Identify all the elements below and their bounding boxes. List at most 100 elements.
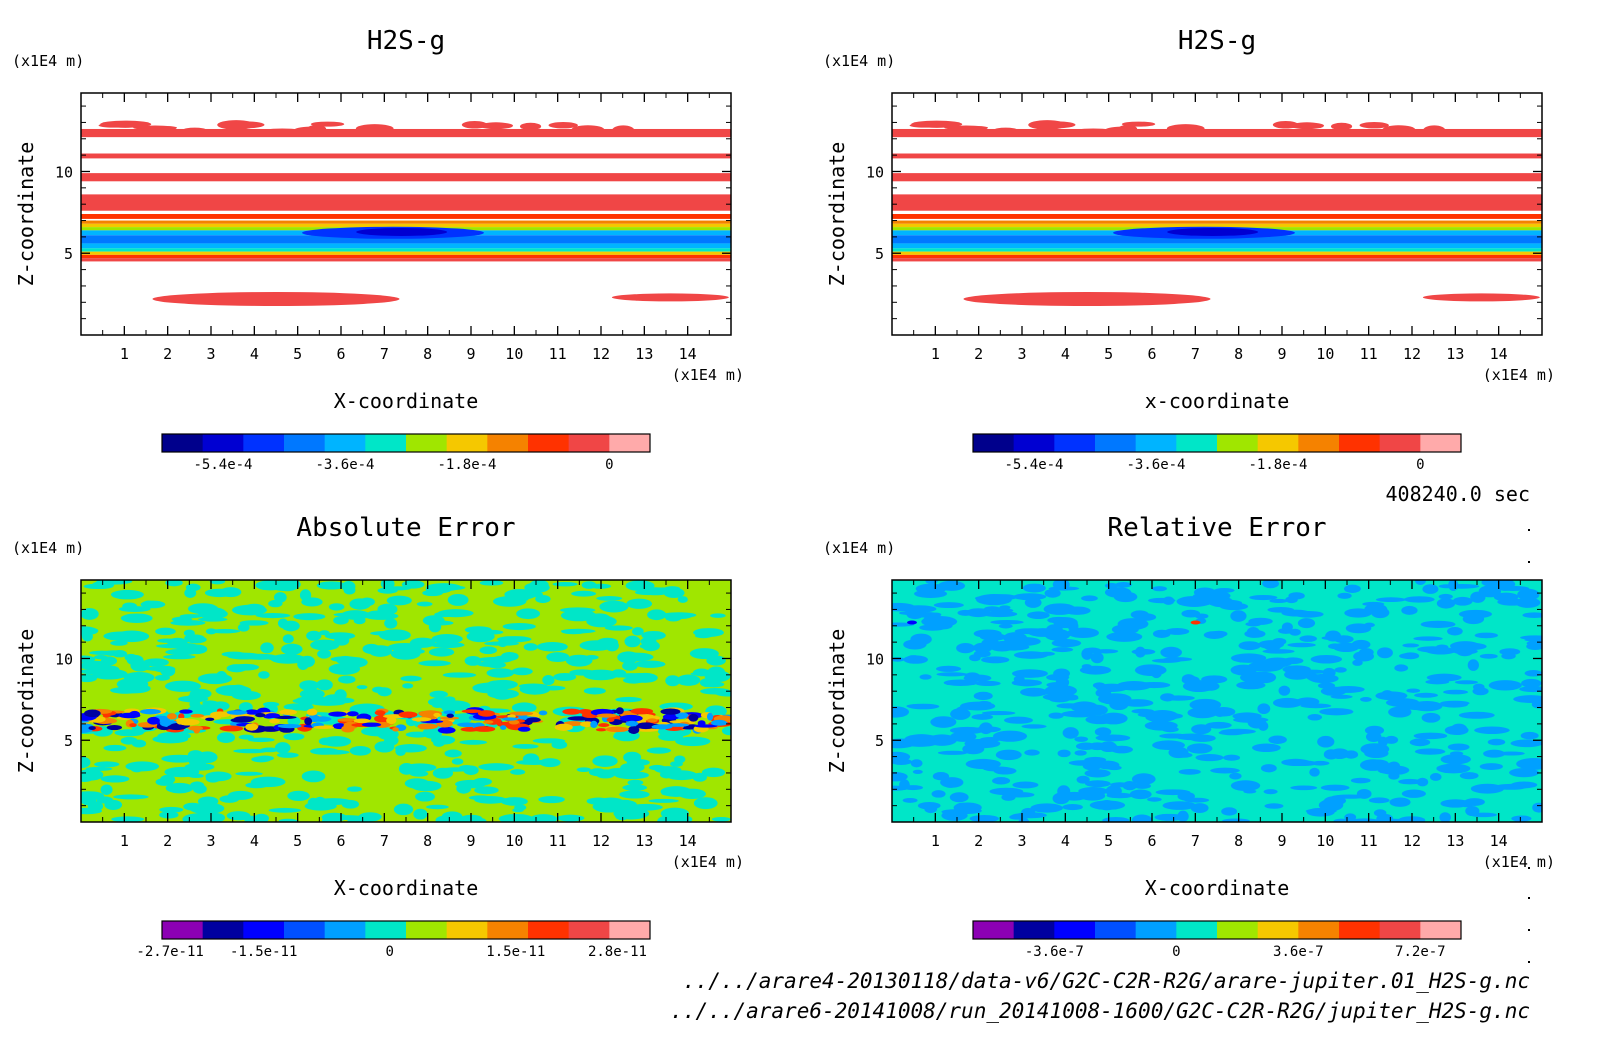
x-tick-label: 2 — [974, 832, 983, 850]
colorbar-tick-label: -1.8e-4 — [1248, 457, 1307, 473]
x-tick-label: 13 — [635, 345, 653, 363]
colorbar-swatch — [1013, 921, 1055, 939]
y-unit-label: (x1E4 m) — [823, 52, 895, 70]
x-tick-label: 3 — [1017, 832, 1026, 850]
colorbar-tick-label: 0 — [605, 457, 613, 473]
colorbar-tick-label: 7.2e-7 — [1395, 944, 1446, 960]
x-tick-label: 14 — [1490, 345, 1508, 363]
colorbar-tick-label: -5.4e-4 — [1004, 457, 1063, 473]
colorbar: -5.4e-4 -3.6e-4 -1.8e-4 0 — [161, 433, 651, 473]
x-tick-label: 4 — [250, 832, 259, 850]
x-tick-label: 2 — [163, 345, 172, 363]
plot-area — [892, 120, 1542, 307]
x-tick-label: 2 — [163, 832, 172, 850]
colorbar-swatch — [324, 921, 366, 939]
x-tick-label: 5 — [1104, 345, 1113, 363]
x-tick-label: 7 — [380, 832, 389, 850]
y-tick-label: 5 — [875, 732, 884, 750]
colorbar-swatch — [609, 434, 651, 452]
colorbar-swatch — [1298, 921, 1340, 939]
x-tick-label: 9 — [1277, 832, 1286, 850]
chart-title: Relative Error — [1107, 513, 1326, 543]
colorbar-swatch — [1135, 434, 1177, 452]
colorbar-swatch — [487, 921, 529, 939]
colorbar-tick-label: -2.7e-11 — [136, 944, 203, 960]
y-tick-label: 10 — [866, 163, 884, 181]
x-tick-label: 6 — [1147, 345, 1156, 363]
colorbar-swatch — [1420, 434, 1462, 452]
colorbar-tick-label: -3.6e-7 — [1025, 944, 1084, 960]
x-tick-label: 1 — [120, 832, 129, 850]
colorbar: -2.7e-11 -1.5e-11 0 1.5e-11 2.8e-11 — [136, 920, 651, 960]
colorbar-swatch — [446, 434, 488, 452]
colorbar-swatch — [406, 921, 448, 939]
colorbar-tick-label: -1.8e-4 — [437, 457, 496, 473]
x-axis-label: X-coordinate — [334, 389, 479, 413]
colorbar-swatch — [1339, 921, 1381, 939]
colorbar-swatch — [1217, 921, 1259, 939]
colorbar-swatch — [1135, 921, 1177, 939]
colorbar-swatch — [162, 434, 204, 452]
colorbar-tick-label: 2.8e-11 — [588, 944, 647, 960]
x-tick-label: 6 — [336, 345, 345, 363]
x-tick-label: 3 — [206, 345, 215, 363]
x-tick-label: 10 — [1316, 832, 1334, 850]
y-tick-label: 5 — [875, 245, 884, 263]
x-tick-label: 8 — [1234, 832, 1243, 850]
x-tick-label: 8 — [423, 832, 432, 850]
x-tick-label: 1 — [931, 832, 940, 850]
x-tick-label: 10 — [1316, 345, 1334, 363]
colorbar: -3.6e-7 0 3.6e-7 7.2e-7 — [972, 920, 1462, 960]
colorbar-swatch — [1379, 434, 1421, 452]
x-tick-label: 8 — [423, 345, 432, 363]
colorbar-swatch — [973, 434, 1015, 452]
colorbar-swatch — [202, 434, 244, 452]
x-tick-label: 12 — [592, 345, 610, 363]
x-unit-label: (x1E4 m) — [672, 853, 744, 871]
y-axis-label: Z-coordinate — [825, 142, 849, 287]
chart-title: H2S-g — [1178, 26, 1256, 56]
x-tick-label: 11 — [1360, 832, 1378, 850]
y-tick-label: 10 — [55, 163, 73, 181]
file-path-1: ../../arare4-20130118/data-v6/G2C-C2R-R2… — [683, 969, 1530, 993]
x-tick-label: 1 — [931, 345, 940, 363]
file-path-2: ../../arare6-20141008/run_20141008-1600/… — [670, 999, 1530, 1023]
colorbar-swatch — [1298, 434, 1340, 452]
x-tick-label: 11 — [549, 832, 567, 850]
y-tick-label: 10 — [55, 650, 73, 668]
y-unit-label: (x1E4 m) — [12, 539, 84, 557]
x-tick-label: 2 — [974, 345, 983, 363]
x-tick-label: 11 — [1360, 345, 1378, 363]
y-tick-label: 10 — [866, 650, 884, 668]
x-tick-label: 4 — [1061, 832, 1070, 850]
colorbar-swatch — [365, 434, 407, 452]
colorbar-tick-label: -5.4e-4 — [193, 457, 252, 473]
y-unit-label: (x1E4 m) — [823, 539, 895, 557]
colorbar-swatch — [609, 921, 651, 939]
x-tick-label: 6 — [336, 832, 345, 850]
x-unit-label: (x1E4 m) — [1483, 366, 1555, 384]
x-axis-label: X-coordinate — [334, 876, 479, 900]
colorbar-swatch — [1217, 434, 1259, 452]
x-tick-label: 3 — [206, 832, 215, 850]
colorbar-tick-label: -3.6e-4 — [315, 457, 374, 473]
x-tick-label: 10 — [505, 345, 523, 363]
colorbar-swatch — [324, 434, 366, 452]
colorbar: -5.4e-4 -3.6e-4 -1.8e-4 0 — [972, 433, 1462, 473]
colorbar-swatch — [528, 921, 570, 939]
colorbar-swatch — [1176, 434, 1218, 452]
x-tick-label: 7 — [1191, 832, 1200, 850]
colorbar-swatch — [528, 434, 570, 452]
colorbar-swatch — [1379, 921, 1421, 939]
x-unit-label: (x1E4 m) — [1483, 853, 1555, 871]
colorbar-swatch — [1095, 434, 1137, 452]
colorbar-swatch — [568, 921, 610, 939]
edge-dots — [1528, 529, 1530, 963]
x-tick-label: 5 — [293, 345, 302, 363]
x-tick-label: 14 — [679, 345, 697, 363]
